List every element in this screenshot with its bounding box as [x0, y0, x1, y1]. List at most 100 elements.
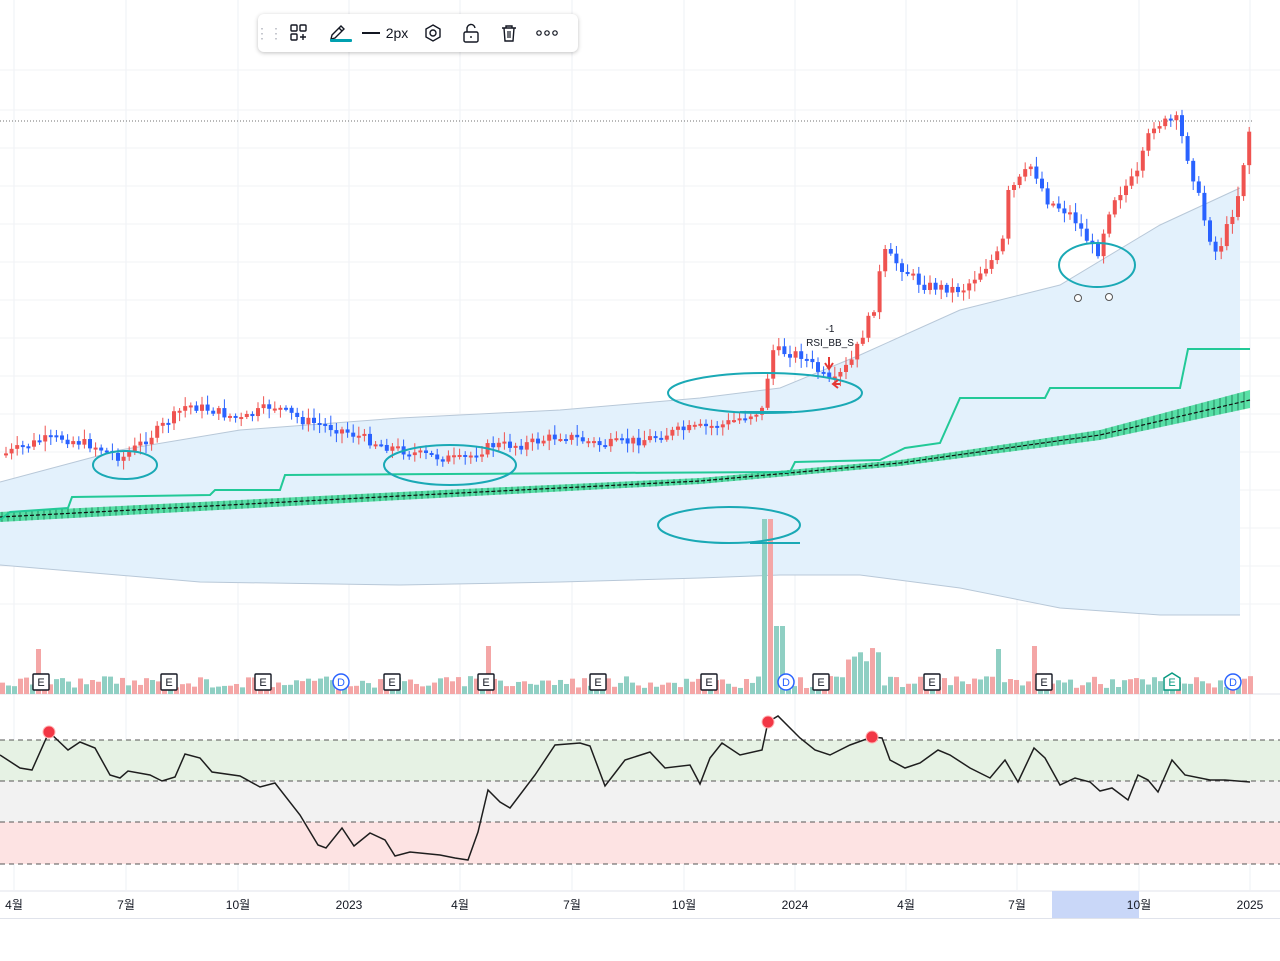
volume-bar: [1206, 683, 1211, 694]
pen-icon[interactable]: [318, 14, 356, 52]
volume-bar: [1224, 686, 1229, 694]
volume-bar: [780, 626, 785, 694]
rsi-signal-dot: [761, 715, 775, 729]
candle: [1129, 176, 1134, 186]
dividend-marker: D: [777, 673, 795, 691]
candle: [956, 286, 960, 293]
candle: [944, 284, 949, 293]
volume-bar: [180, 684, 185, 694]
trash-icon[interactable]: [490, 14, 528, 52]
line-width-button[interactable]: 2px: [356, 14, 414, 52]
candle: [866, 315, 871, 338]
candle: [468, 455, 473, 458]
candle: [1230, 216, 1235, 225]
candle: [1247, 131, 1252, 166]
candle: [384, 444, 389, 451]
earnings-marker: E: [923, 673, 941, 691]
candle: [368, 433, 372, 446]
candle: [1185, 136, 1190, 161]
more-icon[interactable]: [528, 14, 566, 52]
volume-bar: [906, 683, 911, 694]
candle: [284, 407, 288, 410]
candle: [88, 439, 92, 449]
candle: [1219, 246, 1224, 252]
candle: [1028, 166, 1033, 170]
volume-bar: [846, 659, 851, 694]
settings-icon[interactable]: [414, 14, 452, 52]
candle: [54, 435, 59, 438]
candle: [642, 440, 647, 446]
candle: [564, 439, 568, 442]
templates-icon[interactable]: [280, 14, 318, 52]
drag-handle-icon[interactable]: ⋮⋮: [255, 24, 283, 41]
x-axis-label: 10월: [672, 898, 696, 912]
candle: [188, 405, 193, 408]
marker-letter: E: [928, 677, 935, 689]
volume-bar: [1080, 685, 1085, 694]
signal-label: -1 RSI_BB_S: [806, 324, 854, 349]
marker-shape: [1163, 672, 1181, 691]
volume-bar: [972, 678, 977, 694]
marker-shape: [332, 673, 350, 691]
candle: [149, 437, 154, 445]
volume-bar: [558, 679, 563, 694]
candle: [116, 452, 120, 461]
volume-bar: [1182, 683, 1187, 694]
volume-bar: [1242, 678, 1247, 694]
candle: [15, 445, 20, 449]
candle: [659, 437, 664, 440]
volume-bar: [696, 678, 701, 694]
volume-bar: [984, 676, 989, 694]
candle: [82, 439, 87, 445]
band-lower-line: [0, 564, 1240, 616]
volume-bar: [126, 685, 131, 694]
volume-bar: [690, 681, 695, 694]
x-axis: 4월 7월 10월 2023 4월 7월 10월 2024 4월 7월 10월 2025: [5, 891, 1264, 919]
candle: [32, 440, 36, 447]
trailing-stop-line: [0, 348, 1250, 521]
volume-bar: [150, 680, 155, 694]
volume-bar: [1134, 678, 1139, 694]
volume-bar: [672, 682, 677, 694]
candle: [552, 434, 557, 440]
volume-bar: [60, 678, 65, 694]
candle: [1023, 169, 1028, 177]
drawn-annotations[interactable]: [92, 242, 1136, 544]
annotation-handle: [1105, 293, 1113, 301]
volume-bar: [804, 687, 809, 694]
volume-bar: [942, 678, 947, 694]
candle: [872, 312, 876, 316]
volume-bar: [324, 676, 329, 694]
candle: [480, 454, 484, 457]
volume-bar: [996, 649, 1001, 694]
candle: [1174, 115, 1179, 121]
candle: [827, 372, 832, 379]
volume-bar: [240, 687, 245, 694]
x-axis-label: 2025: [1237, 898, 1264, 912]
candle: [922, 284, 927, 290]
candle: [692, 424, 697, 427]
volume-bar: [78, 678, 83, 694]
earnings-marker: E: [477, 673, 495, 691]
volume-bar: [450, 681, 455, 694]
volume-bar: [1104, 687, 1109, 694]
marker-shape: [160, 673, 178, 691]
volume-bar: [1158, 681, 1163, 694]
volume-bar: [1146, 684, 1151, 694]
volume-bar: [414, 683, 419, 694]
pen-color-indicator: [330, 39, 352, 42]
candle: [636, 437, 641, 446]
annotation-ellipse: [1058, 242, 1136, 288]
candle: [541, 440, 546, 444]
earnings-marker: E: [1163, 672, 1181, 691]
volume-bar: [300, 681, 305, 694]
volume-bar: [462, 686, 467, 694]
volume-bar: [234, 683, 239, 694]
volume-bar: [282, 685, 287, 694]
ma-ribbon: [0, 390, 1251, 522]
ribbon-midline: [0, 399, 1251, 518]
unlock-icon[interactable]: [452, 14, 490, 52]
volume-bar: [762, 519, 767, 694]
